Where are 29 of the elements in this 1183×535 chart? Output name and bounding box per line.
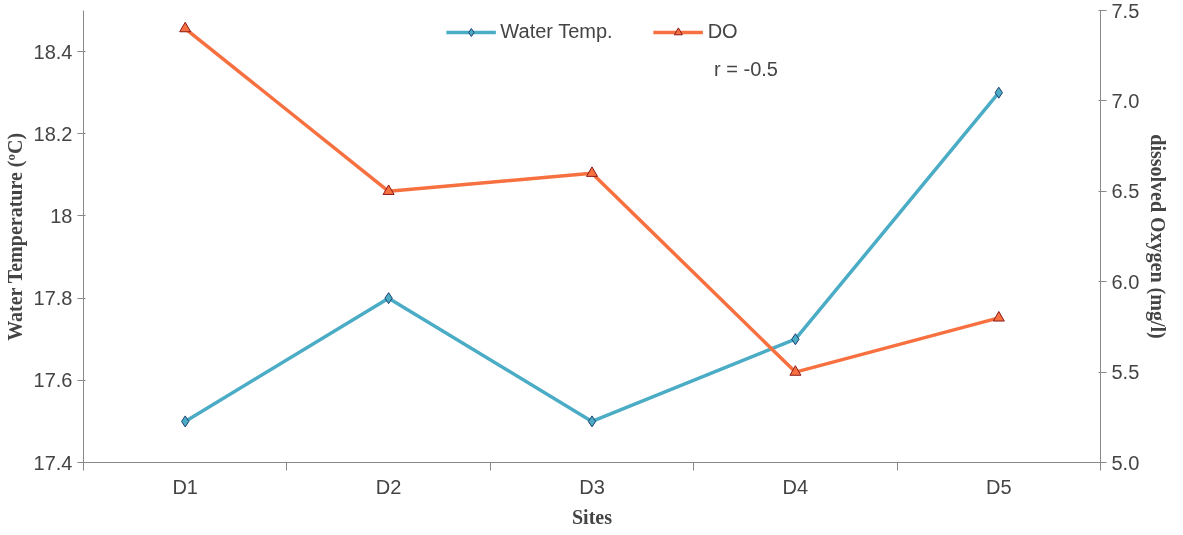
point [586,166,598,177]
x-tick-label: D1 [172,475,198,498]
point [587,415,597,428]
x-tick-label: D3 [579,475,605,498]
y-tick-label: 17.6 [33,369,73,392]
y2-tick-label: 5.5 [1111,361,1140,384]
legend-label: DO [707,20,738,43]
y2-tick-label: 7.0 [1111,89,1140,112]
y-tick-label: 18 [50,204,73,227]
y-tick-label: 18.4 [33,40,73,63]
point [992,311,1005,322]
y2-tick-label: 7.5 [1111,0,1140,22]
x-tick-label: D4 [782,475,809,498]
y2-tick-label: 6.0 [1111,270,1140,293]
x-axis-title: Sites [572,505,613,528]
y-tick-label: 18.2 [33,122,73,145]
x-tick-label: D5 [986,475,1012,498]
y2-axis-title: dissolved Oxygen (mg/l) [1146,134,1170,339]
y2-tick-label: 6.5 [1111,180,1140,203]
y-axis-title: Water Temperature (ºC) [3,132,27,341]
annotation: r = -0.5 [714,58,778,81]
point [382,184,395,195]
point [789,365,802,376]
x-tick-label: D2 [375,475,402,498]
y2-tick-label: 5.0 [1111,451,1140,474]
legend-label: Water Temp. [500,20,613,43]
point [179,21,192,33]
y-tick-label: 17.4 [33,451,73,474]
y-tick-label: 17.8 [33,287,73,310]
